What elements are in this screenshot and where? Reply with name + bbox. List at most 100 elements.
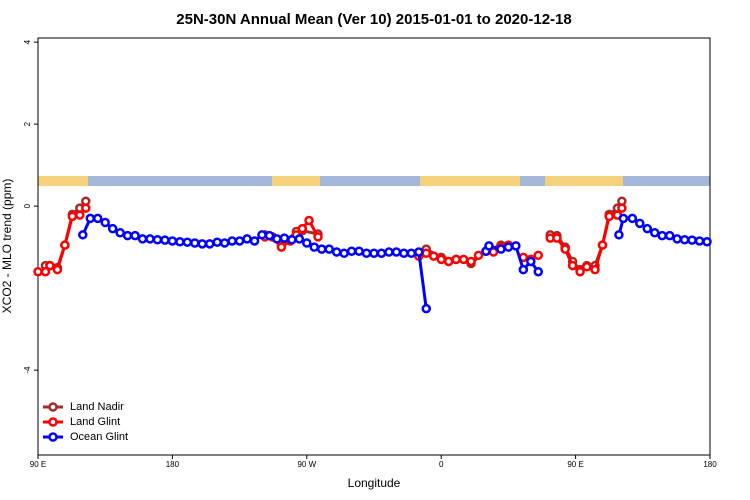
data-point [473, 250, 484, 261]
data-point [45, 260, 55, 271]
legend-marker [48, 417, 58, 427]
data-point [145, 234, 155, 244]
data-point [687, 235, 697, 245]
data-point [339, 248, 349, 259]
data-point [458, 254, 469, 265]
data-point [175, 237, 185, 247]
data-point [160, 235, 170, 245]
data-point [264, 230, 275, 241]
legend-marker [48, 402, 58, 412]
data-point [533, 250, 544, 261]
data-point [702, 237, 712, 247]
data-point [376, 248, 387, 259]
data-point [582, 262, 592, 272]
x-tick-label: 0 [439, 460, 444, 469]
data-point [614, 230, 624, 240]
data-point [276, 242, 287, 252]
data-point [137, 234, 148, 244]
data-point [567, 260, 578, 271]
chart-title: 25N-30N Annual Mean (Ver 10) 2015-01-01 … [176, 11, 571, 28]
data-point [518, 264, 529, 275]
data-point [297, 223, 308, 234]
data-point [249, 236, 260, 246]
data-point [100, 217, 110, 228]
data-point [590, 264, 600, 275]
data-point [484, 241, 494, 251]
data-point [130, 230, 140, 241]
data-point [204, 239, 215, 249]
map-strip [38, 176, 710, 186]
data-point [391, 247, 402, 257]
data-point [316, 244, 327, 254]
data-point [679, 234, 690, 245]
data-point [604, 211, 614, 222]
data-point [627, 213, 638, 224]
legend-marker [48, 432, 58, 442]
data-point [657, 230, 667, 241]
data-point [428, 251, 439, 261]
data-point [618, 213, 629, 224]
data-point [234, 236, 245, 246]
data-point [421, 248, 432, 259]
x-tick-label: 90 W [297, 460, 316, 469]
data-point [107, 223, 118, 234]
data-point [40, 266, 51, 277]
data-point [122, 230, 133, 241]
data-point [399, 248, 409, 259]
data-point [304, 215, 314, 226]
plot-frame [37, 37, 711, 456]
data-point [575, 266, 585, 277]
x-axis-label: Longitude [348, 476, 401, 490]
data-point [279, 233, 290, 243]
data-point [115, 228, 125, 238]
data-point [649, 228, 660, 238]
data-point [242, 234, 252, 244]
y-tick-label: 0 [23, 203, 32, 208]
data-point [78, 230, 88, 240]
data-point [331, 247, 342, 257]
data-point [503, 242, 514, 252]
data-point [346, 246, 357, 256]
legend-label: Land Nadir [70, 401, 124, 413]
data-point [526, 256, 536, 267]
data-point [92, 213, 103, 224]
y-axis-label: XCO2 - MLO trend (ppm) [0, 179, 14, 314]
data-point [597, 240, 608, 250]
data-point [361, 248, 372, 259]
data-point [287, 234, 297, 245]
data-point [384, 247, 394, 257]
data-point [227, 236, 237, 246]
data-point [257, 230, 267, 240]
data-point [552, 233, 562, 243]
data-point [496, 244, 506, 254]
data-point [511, 241, 521, 251]
data-point [451, 254, 461, 265]
data-point [309, 242, 320, 252]
x-tick-label: 180 [703, 460, 717, 469]
data-point [617, 203, 627, 213]
data-point [294, 234, 305, 244]
data-point [81, 203, 91, 213]
y-tick-label: 2 [23, 121, 32, 126]
data-point [533, 266, 544, 277]
data-point [272, 234, 282, 244]
data-point [324, 244, 334, 254]
data-point [219, 238, 230, 248]
data-point [560, 244, 570, 254]
data-point [443, 256, 454, 267]
data-point [85, 213, 96, 224]
data-point [313, 232, 323, 242]
legend-label: Ocean Glint [70, 431, 128, 443]
data-point [635, 218, 645, 229]
x-tick-label: 180 [166, 460, 180, 469]
y-tick-label: 4 [23, 39, 32, 44]
data-point [421, 303, 432, 314]
data-point [642, 223, 653, 234]
x-tick-label: 90 E [30, 460, 46, 469]
data-point [354, 246, 364, 256]
data-point [167, 236, 178, 246]
data-point [694, 236, 705, 246]
data-point [52, 264, 63, 275]
data-point [197, 239, 208, 249]
